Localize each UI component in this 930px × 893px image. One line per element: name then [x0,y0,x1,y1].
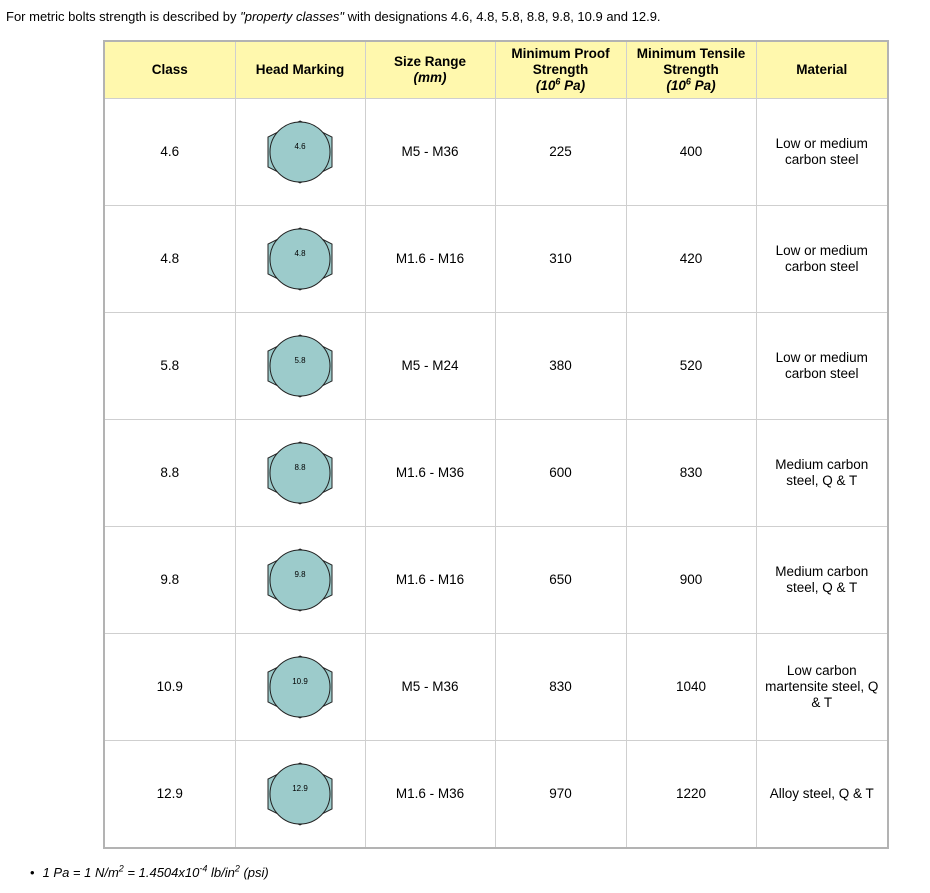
cell-min-proof: 380 [494,312,627,420]
cell-head-marking: 10.9 [234,633,366,741]
table-row: 9.8 9.8 M1.6 - M16 650 900 Medium carbon stee… [103,526,889,634]
table-row: 12.9 12.9 M1.6 - M36 970 1220 Alloy steel, Q … [103,740,889,849]
table-header-row: Class Head Marking Size Range (mm) Minimu… [103,40,889,99]
header-size-label: Size Range [393,54,467,69]
cell-material: Low or medium carbon steel [755,312,889,420]
cell-size-range: M1.6 - M16 [364,526,496,634]
cell-head-marking: 5.8 [234,312,366,420]
header-min-tensile: Minimum Tensile Strength (106 Pa) [625,40,757,99]
cell-min-proof: 650 [494,526,627,634]
table-row: 5.8 5.8 M5 - M24 380 520 Low or medium carbon… [103,312,889,420]
intro-before: For metric bolts strength is described b… [6,9,241,24]
table-row: 8.8 8.8 M1.6 - M36 600 830 Medium carbon stee… [103,419,889,527]
head-marking-label: 10.9 [292,677,308,686]
table-row: 10.9 10.9 M5 - M36 830 1040 Low carbon marten… [103,633,889,741]
bolt-washer-face [269,763,331,825]
bolt-head-icon: 9.8 [267,548,333,612]
cell-material: Low or medium carbon steel [755,98,889,206]
header-material: Material [755,40,889,99]
cell-head-marking: 4.6 [234,98,366,206]
head-marking-label: 5.8 [294,356,306,365]
footnote-bullet: • [30,865,35,880]
table-row: 4.6 4.6 M5 - M36 225 400 Low or medium carbon… [103,98,889,206]
cell-size-range: M5 - M36 [364,633,496,741]
cell-size-range: M5 - M36 [364,98,496,206]
header-proof-label: Minimum Proof Strength [511,46,610,77]
cell-class: 5.8 [103,312,236,420]
head-marking-label: 8.8 [294,463,306,472]
cell-size-range: M1.6 - M36 [364,419,496,527]
header-tensile-unit: (106 Pa) [666,76,716,93]
header-size-unit: (mm) [413,70,447,85]
head-marking-label: 9.8 [294,570,306,579]
header-proof-unit: (106 Pa) [535,76,586,93]
cell-class: 8.8 [103,419,236,527]
property-class-table: Class Head Marking Size Range (mm) Minimu… [103,40,889,849]
header-size-range: Size Range (mm) [364,40,496,99]
head-marking-label: 4.6 [294,142,306,151]
cell-min-tensile: 420 [625,205,757,313]
cell-class: 9.8 [103,526,236,634]
cell-head-marking: 9.8 [234,526,366,634]
cell-size-range: M1.6 - M16 [364,205,496,313]
cell-material: Medium carbon steel, Q & T [755,419,889,527]
footnote: • 1 Pa = 1 N/m2 = 1.4504x10-4 lb/in2 (psi… [30,863,269,880]
cell-class: 4.8 [103,205,236,313]
cell-min-tensile: 400 [625,98,757,206]
bolt-washer-face [269,121,331,183]
cell-min-tensile: 1040 [625,633,757,741]
cell-min-proof: 970 [494,740,627,849]
bolt-head-icon: 8.8 [267,441,333,505]
intro-emphasis: "property classes" [240,9,344,24]
bolt-head-icon: 12.9 [267,762,333,826]
bolt-washer-face [269,656,331,718]
cell-head-marking: 4.8 [234,205,366,313]
cell-min-tensile: 1220 [625,740,757,849]
header-min-proof: Minimum Proof Strength (106 Pa) [494,40,627,99]
intro-after: with designations 4.6, 4.8, 5.8, 8.8, 9.… [343,9,661,24]
header-class: Class [103,40,236,99]
cell-min-tensile: 520 [625,312,757,420]
bolt-head-icon: 4.6 [267,120,333,184]
cell-min-tensile: 830 [625,419,757,527]
cell-min-proof: 830 [494,633,627,741]
cell-material: Low carbon martensite steel, Q & T [755,633,889,741]
cell-material: Low or medium carbon steel [755,205,889,313]
header-head-marking: Head Marking [234,40,366,99]
cell-class: 10.9 [103,633,236,741]
bolt-washer-face [269,228,331,290]
cell-head-marking: 8.8 [234,419,366,527]
cell-material: Alloy steel, Q & T [755,740,889,849]
cell-class: 12.9 [103,740,236,849]
cell-min-proof: 310 [494,205,627,313]
bolt-washer-face [269,442,331,504]
intro-text: For metric bolts strength is described b… [6,9,661,24]
cell-min-proof: 225 [494,98,627,206]
head-marking-label: 4.8 [294,249,306,258]
bolt-washer-face [269,335,331,397]
cell-size-range: M5 - M24 [364,312,496,420]
cell-min-proof: 600 [494,419,627,527]
header-tensile-label: Minimum Tensile Strength [636,46,746,77]
cell-head-marking: 12.9 [234,740,366,849]
cell-size-range: M1.6 - M36 [364,740,496,849]
bolt-head-icon: 5.8 [267,334,333,398]
bolt-head-icon: 4.8 [267,227,333,291]
bolt-washer-face [269,549,331,611]
bolt-head-icon: 10.9 [267,655,333,719]
head-marking-label: 12.9 [292,784,308,793]
cell-min-tensile: 900 [625,526,757,634]
cell-material: Medium carbon steel, Q & T [755,526,889,634]
table-row: 4.8 4.8 M1.6 - M16 310 420 Low or medium carb… [103,205,889,313]
cell-class: 4.6 [103,98,236,206]
